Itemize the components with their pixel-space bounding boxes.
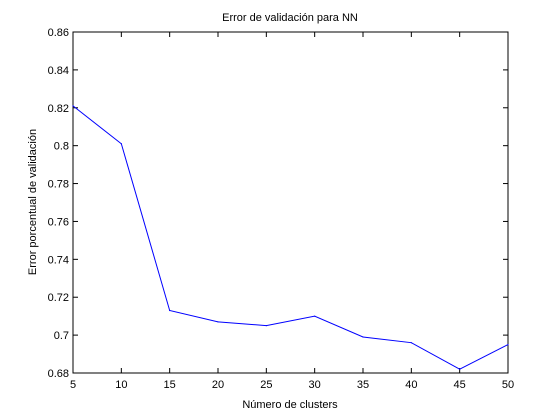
axis-ticks: 5 10 15 20 25 30 35 40 45 50 0.68 0.7 0.72 0.74 0.76 0.… [48, 27, 515, 391]
y-axis-label: Error porcentual de validación [27, 129, 39, 275]
x-tick-label: 20 [212, 379, 224, 391]
series-layer [72, 105, 509, 370]
y-tick-label: 0.76 [48, 216, 69, 228]
x-tick-label: 45 [454, 379, 466, 391]
data-point [507, 343, 509, 346]
data-point [217, 321, 219, 323]
x-tick-label: 30 [309, 379, 321, 391]
x-tick-label: 15 [164, 379, 176, 391]
x-axis-label: Número de clusters [242, 399, 338, 411]
y-tick-label: 0.86 [48, 27, 69, 39]
x-tick-label: 35 [357, 379, 369, 391]
x-tick-label: 40 [405, 379, 417, 391]
y-tick-label: 0.74 [48, 254, 69, 266]
chart-title: Error de validación para NN [222, 12, 358, 24]
data-point [459, 368, 461, 370]
y-tick-label: 0.78 [48, 179, 69, 191]
x-tick-label: 5 [70, 379, 76, 391]
y-tick-label: 0.68 [48, 368, 69, 380]
x-tick-label: 25 [260, 379, 272, 391]
x-tick-label: 10 [115, 379, 127, 391]
data-point [265, 325, 267, 327]
plot-area [72, 31, 509, 374]
data-point [169, 309, 171, 312]
y-tick-label: 0.84 [48, 65, 69, 77]
y-tick-label: 0.7 [54, 330, 69, 342]
y-tick-label: 0.8 [54, 141, 69, 153]
x-tick-label: 50 [502, 379, 514, 391]
y-tick-label: 0.82 [48, 103, 69, 115]
data-point [120, 143, 122, 145]
data-point [362, 336, 364, 338]
y-tick-label: 0.72 [48, 292, 69, 304]
data-point [410, 342, 412, 344]
data-point [314, 315, 316, 317]
data-point [72, 105, 74, 107]
series-line [72, 105, 509, 370]
